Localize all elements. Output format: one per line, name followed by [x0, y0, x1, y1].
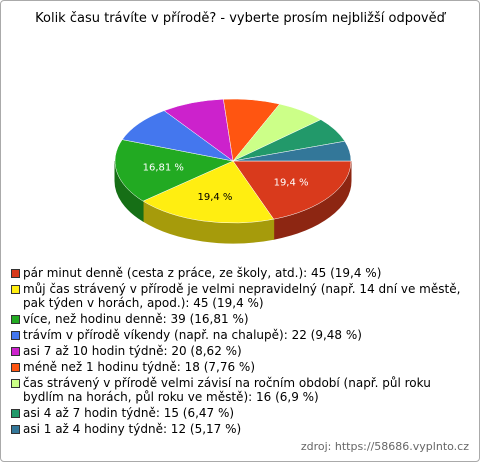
- legend-swatch: [11, 315, 20, 324]
- legend-label: méně než 1 hodinu týdně: 18 (7,76 %): [23, 360, 256, 374]
- slice: [232, 140, 352, 162]
- legend-item: asi 7 až 10 hodin týdně: 20 (8,62 %): [11, 344, 466, 358]
- legend-label: trávím v přírodě víkendy (např. na chalu…: [23, 328, 362, 342]
- data-label: 19,4 %: [197, 192, 232, 203]
- chart-title: Kolik času trávíte v přírodě? - vyberte …: [35, 11, 445, 26]
- chart: 19,4 % 19,4 % 16,81 %: [114, 98, 352, 244]
- legend-item: pár minut denně (cesta z práce, ze školy…: [11, 266, 466, 280]
- legend-label: můj čas strávený v přírodě je velmi nepr…: [23, 282, 461, 310]
- legend-swatch: [11, 331, 20, 340]
- data-label: 16,81 %: [143, 163, 184, 174]
- legend-swatch: [11, 363, 20, 372]
- source: zdroj: https://58686.vyplnto.cz: [300, 440, 469, 453]
- legend-item: trávím v přírodě víkendy (např. na chalu…: [11, 328, 466, 342]
- legend-label: čas strávený v přírodě velmi závisí na r…: [23, 376, 431, 404]
- legend-label: asi 4 až 7 hodin týdně: 15 (6,47 %): [23, 406, 235, 420]
- legend-item: asi 4 až 7 hodin týdně: 15 (6,47 %): [11, 406, 466, 420]
- legend-label: více, než hodinu denně: 39 (16,81 %): [23, 312, 249, 326]
- slice: [232, 160, 352, 220]
- legend-label: asi 1 až 4 hodiny týdně: 12 (5,17 %): [23, 422, 242, 436]
- legend-swatch: [11, 347, 20, 356]
- legend-label: pár minut denně (cesta z práce, ze školy…: [23, 266, 382, 280]
- slice: [142, 160, 275, 224]
- legend-swatch: [11, 269, 20, 278]
- legend-label: asi 7 až 10 hodin týdně: 20 (8,62 %): [23, 344, 242, 358]
- slice: [114, 139, 234, 202]
- legend-item: asi 1 až 4 hodiny týdně: 12 (5,17 %): [11, 422, 466, 436]
- legend: pár minut denně (cesta z práce, ze školy…: [11, 266, 466, 438]
- legend-item: méně než 1 hodinu týdně: 18 (7,76 %): [11, 360, 466, 374]
- legend-swatch: [11, 425, 20, 434]
- data-label: 19,4 %: [274, 177, 309, 188]
- legend-swatch: [11, 409, 20, 418]
- legend-item: můj čas strávený v přírodě je velmi nepr…: [11, 282, 466, 310]
- legend-item: čas strávený v přírodě velmi závisí na r…: [11, 376, 466, 404]
- legend-swatch: [11, 379, 20, 388]
- legend-swatch: [11, 285, 20, 294]
- legend-item: více, než hodinu denně: 39 (16,81 %): [11, 312, 466, 326]
